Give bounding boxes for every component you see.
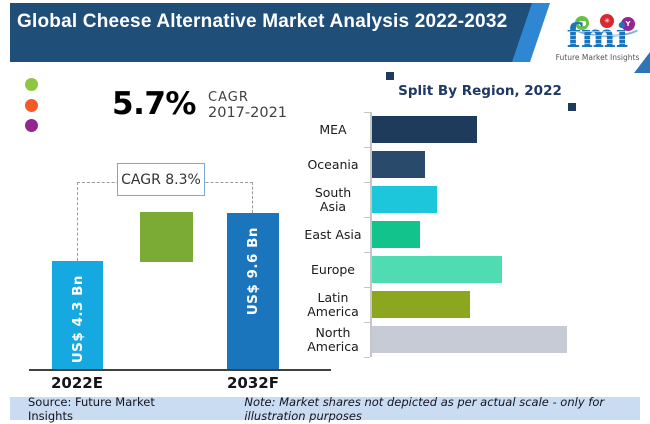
region-label-east-asia: East Asia bbox=[304, 226, 362, 242]
region-bar-south-asia bbox=[372, 186, 437, 213]
region-bar-mea bbox=[372, 116, 477, 143]
right-chart-title: Split By Region, 2022 bbox=[398, 83, 562, 99]
historical-cagr-value: 5.7% bbox=[112, 86, 196, 122]
x-label-2032f: 2032F bbox=[227, 374, 279, 392]
cagr-label: CAGR bbox=[208, 90, 249, 105]
bar-2022e-value-label: US$ 4.3 Bn bbox=[69, 275, 86, 364]
source-text: Source: Future Market Insights bbox=[28, 394, 155, 423]
region-row-mea: MEA bbox=[300, 112, 600, 147]
region-row-europe: Europe bbox=[300, 252, 600, 287]
region-label-latin-america: Latin America bbox=[307, 289, 359, 319]
bar-2032f: US$ 9.6 Bn bbox=[227, 213, 279, 370]
region-bar-oceania bbox=[372, 151, 425, 178]
region-label-south-asia: South Asia bbox=[314, 184, 352, 214]
logo-wheel-icon: ✳ bbox=[600, 14, 614, 28]
bar-2032f-value-label: US$ 9.6 Bn bbox=[245, 227, 261, 316]
logo-glass-icon: Y bbox=[621, 17, 635, 31]
bullet-dot-green bbox=[25, 78, 38, 91]
logo-wordmark: fmi bbox=[566, 16, 629, 55]
accent-square-small-top bbox=[386, 72, 394, 80]
region-bar-latin-america bbox=[372, 291, 470, 318]
region-label-mea: MEA bbox=[319, 121, 347, 137]
historical-cagr-caption: CAGR 2017-2021 bbox=[208, 90, 287, 121]
region-bar-north-america bbox=[372, 326, 567, 353]
region-row-east-asia: East Asia bbox=[300, 217, 600, 252]
right-chart-y-axis bbox=[370, 112, 372, 357]
region-row-oceania: Oceania bbox=[300, 147, 600, 182]
right-chart-axis-ticks bbox=[364, 112, 370, 358]
bullet-dot-purple bbox=[25, 119, 38, 132]
left-chart-x-axis bbox=[29, 369, 331, 371]
region-label-north-america: North America bbox=[307, 324, 359, 354]
cagr-connector-right bbox=[252, 182, 253, 213]
region-row-latin-america: Latin America bbox=[300, 287, 600, 322]
region-row-north-america: North America bbox=[300, 322, 600, 357]
region-label-europe: Europe bbox=[311, 261, 355, 277]
note-text: Note: Market shares not depicted as per … bbox=[244, 394, 605, 423]
logo-subtitle: Future Market Insights bbox=[555, 53, 640, 62]
footer-band: Source: Future Market Insights Note: Mar… bbox=[10, 394, 640, 423]
page-title: Global Cheese Alternative Market Analysi… bbox=[17, 11, 508, 32]
logo-chat-icon bbox=[575, 16, 589, 30]
region-bar-europe bbox=[372, 256, 502, 283]
x-label-2022e: 2022E bbox=[51, 374, 103, 392]
cagr-connector-left bbox=[77, 182, 78, 261]
cagr-period: 2017-2021 bbox=[208, 105, 288, 121]
header-band bbox=[10, 3, 548, 62]
region-bar-east-asia bbox=[372, 221, 420, 248]
accent-square bbox=[140, 212, 193, 262]
bar-2022e: US$ 4.3 Bn bbox=[52, 261, 103, 370]
accent-square-small-right bbox=[568, 103, 576, 111]
fmi-logo: ✳ Y fmi Future Market Insights bbox=[550, 6, 645, 62]
region-label-oceania: Oceania bbox=[307, 156, 359, 172]
forecast-cagr-callout: CAGR 8.3% bbox=[117, 163, 205, 196]
region-row-south-asia: South Asia bbox=[300, 182, 600, 217]
bullet-dot-orange bbox=[25, 98, 38, 112]
